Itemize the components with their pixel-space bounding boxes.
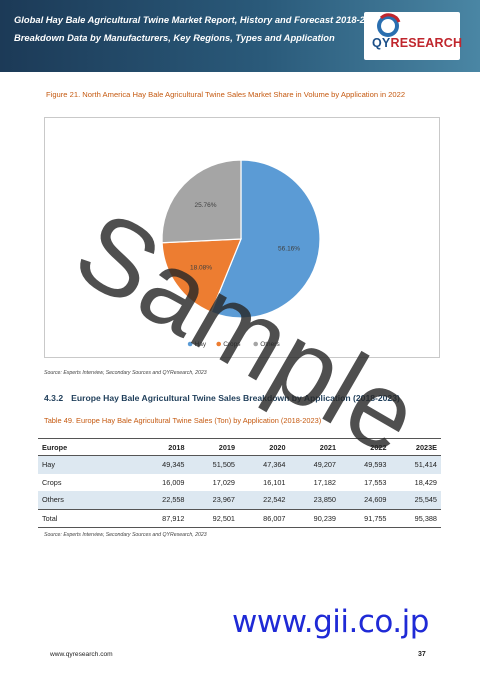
section-number: 4.3.2 <box>44 393 64 403</box>
table-cell: 17,182 <box>313 477 336 487</box>
table-cell: 22,558 <box>138 491 189 509</box>
table-cell: 49,207 <box>289 455 340 474</box>
table-cell: 22,542 <box>239 491 290 509</box>
table-cell: 23,850 <box>289 491 340 509</box>
table-cell: 51,414 <box>390 455 441 474</box>
table-cell: 91,755 <box>340 508 391 528</box>
table-cell: 47,364 <box>239 455 290 474</box>
report-title-line-2: Breakdown Data by Manufacturers, Key Reg… <box>14 32 335 43</box>
col-header: 2019 <box>188 438 239 456</box>
col-header: 2022 <box>340 438 391 456</box>
col-header: 2018 <box>138 438 189 456</box>
col-header: Europe <box>38 438 138 456</box>
table-cell: 51,505 <box>188 455 239 474</box>
pie-slice-others <box>161 159 242 244</box>
pie-chart: 56.16% 18.08% 25.76% Hay Crops Others <box>161 159 321 348</box>
legend-marker-hay <box>187 341 193 347</box>
col-header: 2023E <box>390 438 441 456</box>
table-source: Source: Experts Interview, Secondary Sou… <box>44 532 207 538</box>
table-cell: Total <box>38 508 138 528</box>
section-title-text: Europe Hay Bale Agricultural Twine Sales… <box>71 393 400 403</box>
table-cell: 92,501 <box>188 508 239 528</box>
table-cell: 86,007 <box>239 508 290 528</box>
table-cell: 23,967 <box>188 491 239 509</box>
table-cell: 25,545 <box>390 491 441 509</box>
table-cell: 17,553 <box>364 477 387 487</box>
pie-slice-crops <box>161 238 242 313</box>
table-cell: Others <box>38 491 138 509</box>
page-number: 37 <box>418 651 426 658</box>
col-header: 2021 <box>289 438 340 456</box>
table-cell: Crops <box>42 477 62 487</box>
qyresearch-logo <box>364 12 460 60</box>
table-row: Crops 16,009 17,029 16,101 17,182 17,553… <box>38 474 441 492</box>
legend-label-crops: Crops <box>223 341 241 348</box>
report-title-line-1: Global Hay Bale Agricultural Twine Marke… <box>14 14 384 25</box>
figure-title: Figure 21. North America Hay Bale Agricu… <box>46 90 406 99</box>
table-cell: 17,029 <box>212 477 235 487</box>
footer-url[interactable]: www.qyresearch.com <box>50 651 113 658</box>
pie-slice-hay <box>210 159 321 319</box>
table-cell: 18,429 <box>414 477 437 487</box>
table-cell: 49,345 <box>138 455 189 474</box>
table-cell: 16,009 <box>162 477 185 487</box>
legend-label-hay: Hay <box>195 341 207 348</box>
table-header-row: Europe 2018 2019 2020 2021 2022 2023E <box>38 438 441 456</box>
sales-table: Europe 2018 2019 2020 2021 2022 2023E Ha… <box>38 438 441 528</box>
table-row: Others 22,558 23,967 22,542 23,850 24,60… <box>38 491 441 509</box>
legend-marker-others <box>253 341 258 347</box>
table-row: Hay 49,345 51,505 47,364 49,207 49,593 5… <box>38 455 441 474</box>
table-cell: Hay <box>38 455 138 474</box>
gii-watermark-url: www.gii.co.jp <box>232 604 429 640</box>
figure-source: Source: Experts Interview, Secondary Sou… <box>44 370 207 376</box>
pie-data-label-crops: 18.08% <box>190 264 212 271</box>
logo-wordmark: QYRESEARCH <box>372 36 463 50</box>
table-cell: 87,912 <box>138 508 189 528</box>
pie-data-label-hay: 56.16% <box>278 245 300 252</box>
section-heading: 4.3.2 Europe Hay Bale Agricultural Twine … <box>44 393 400 403</box>
legend-marker-crops <box>216 341 221 347</box>
table-cell: 49,593 <box>340 455 391 474</box>
col-header: 2020 <box>239 438 290 456</box>
table-total-row: Total 87,912 92,501 86,007 90,239 91,755… <box>38 508 441 528</box>
table-cell: 24,609 <box>340 491 391 509</box>
table-cell: 90,239 <box>289 508 340 528</box>
legend-label-others: Others <box>260 341 280 348</box>
pie-data-label-others: 25.76% <box>195 202 217 209</box>
table-cell: 16,101 <box>263 477 286 487</box>
table-title: Table 49. Europe Hay Bale Agricultural T… <box>44 416 322 425</box>
table-cell: 95,388 <box>390 508 441 528</box>
